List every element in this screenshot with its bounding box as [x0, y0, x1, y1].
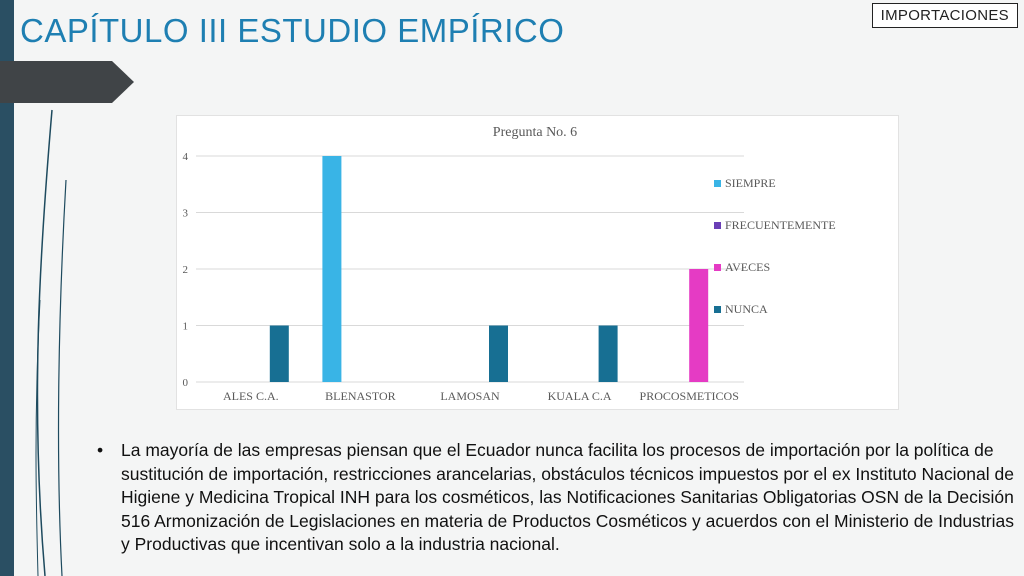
legend-label: SIEMPRE — [725, 176, 776, 190]
bullet-paragraph: • La mayoría de las empresas piensan que… — [97, 439, 1017, 557]
chart-title: Pregunta No. 6 — [493, 125, 577, 140]
bar-aveces — [689, 269, 709, 382]
x-tick-label: PROCOSMETICOS — [640, 389, 739, 403]
legend-swatch — [714, 222, 721, 229]
slide-title: CAPÍTULO III ESTUDIO EMPÍRICO — [20, 12, 565, 49]
decorative-curves — [35, 109, 67, 576]
bullet-text: La mayoría de las empresas piensan que e… — [121, 440, 1014, 555]
x-tick-label: ALES C.A. — [223, 389, 279, 403]
chart-canvas: Pregunta No. 6 0 1 2 3 4 ALES C.A. BLENASTOR LA… — [183, 125, 836, 403]
bar-nunca — [489, 325, 508, 382]
y-tick-label: 3 — [183, 208, 189, 220]
y-tick-label: 1 — [183, 321, 189, 333]
bar-nunca — [598, 325, 618, 382]
legend-swatch — [714, 180, 721, 187]
bullet-dot: • — [97, 440, 104, 460]
x-tick-label: BLENASTOR — [325, 389, 395, 403]
title-arrow-tab — [0, 61, 134, 103]
legend-swatch — [714, 264, 721, 271]
x-tick-label: LAMOSAN — [440, 389, 500, 403]
legend-label: FRECUENTEMENTE — [725, 218, 836, 232]
y-tick-label: 0 — [183, 377, 189, 389]
bar-siempre — [322, 156, 342, 382]
y-tick-label: 4 — [183, 151, 189, 163]
legend-label: AVECES — [725, 260, 770, 274]
legend-label: NUNCA — [725, 302, 768, 316]
section-tag: IMPORTACIONES — [871, 3, 1018, 28]
side-band — [0, 0, 14, 576]
x-tick-label: KUALA C.A — [548, 389, 612, 403]
bar-nunca — [269, 325, 289, 382]
bar-chart: Pregunta No. 6 0 1 2 3 4 ALES C.A. BLENASTOR LA… — [176, 115, 899, 410]
y-tick-label: 2 — [183, 264, 189, 276]
legend-swatch — [714, 306, 721, 313]
